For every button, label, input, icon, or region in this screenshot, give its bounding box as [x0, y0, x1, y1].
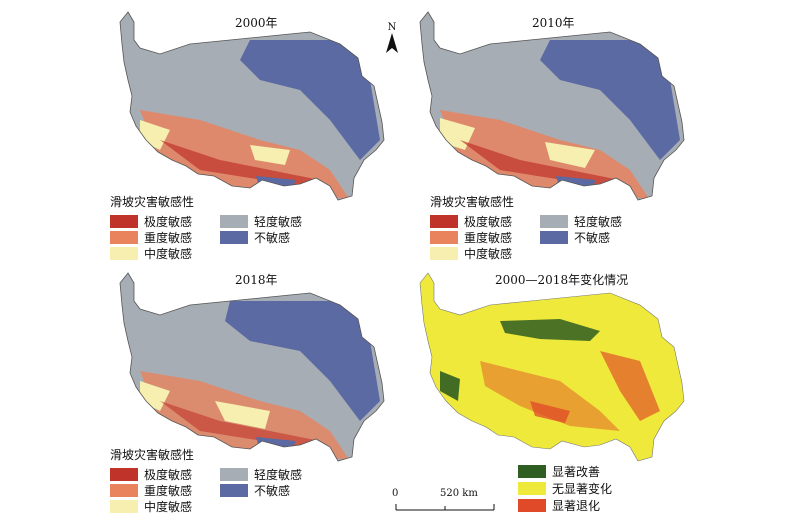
legend-label: 无显著变化	[552, 482, 613, 496]
legend-label: 重度敏感	[464, 231, 513, 245]
legend-item: 中度敏感	[430, 246, 540, 261]
legend-item: 重度敏感	[110, 483, 220, 498]
map-panel-2018: 2018年	[0, 261, 400, 522]
sensitivity-map	[119, 11, 385, 201]
legend-item: 不敏感	[220, 230, 320, 245]
scale-start: 0	[392, 488, 399, 499]
panel-title: 2000年	[235, 16, 278, 30]
swatch	[220, 468, 248, 481]
legend-title: 滑坡灾害敏感性	[110, 448, 195, 462]
north-arrow: N	[384, 22, 400, 58]
legend-label: 中度敏感	[464, 247, 513, 261]
legend-change: 显著改善 无显著变化 显著退化	[518, 464, 612, 513]
legend-item: 中度敏感	[110, 246, 220, 261]
swatch	[518, 465, 546, 478]
legend-label: 极度敏感	[144, 468, 193, 482]
legend-item: 轻度敏感	[220, 467, 320, 482]
swatch	[110, 500, 138, 513]
legend-label: 重度敏感	[144, 484, 193, 498]
legend-label: 不敏感	[574, 231, 611, 245]
legend-label: 不敏感	[254, 484, 291, 498]
legend-item: 显著退化	[518, 498, 612, 513]
legend-title: 滑坡灾害敏感性	[110, 195, 195, 209]
panel-title: 2010年	[532, 16, 575, 30]
map-panel-change: 2000—2018年变化情况	[400, 261, 800, 522]
legend-2000: 滑坡灾害敏感性 极度敏感 轻度敏感 重度敏感 不敏感 中度敏感	[110, 193, 320, 261]
swatch	[540, 215, 568, 228]
swatch	[110, 468, 138, 481]
legend-item: 重度敏感	[110, 230, 220, 245]
swatch	[110, 231, 138, 244]
legend-label: 不敏感	[254, 231, 291, 245]
swatch	[540, 231, 568, 244]
panel-title: 2018年	[235, 273, 278, 287]
legend-item: 不敏感	[540, 230, 640, 245]
map-panel-2000: 2000年	[0, 0, 400, 261]
scale-bar: 0 520 km	[390, 488, 500, 518]
legend-item: 中度敏感	[110, 499, 220, 514]
scale-end: 520 km	[440, 488, 478, 499]
swatch	[220, 231, 248, 244]
swatch	[220, 484, 248, 497]
scale-bar-graphic	[395, 504, 495, 511]
legend-label: 显著退化	[552, 499, 601, 513]
legend-label: 极度敏感	[144, 215, 193, 229]
swatch	[110, 247, 138, 260]
north-arrow-icon	[386, 33, 398, 53]
legend-label: 重度敏感	[144, 231, 193, 245]
legend-label: 轻度敏感	[254, 215, 303, 229]
legend-label: 显著改善	[552, 465, 601, 479]
swatch	[110, 484, 138, 497]
legend-item: 极度敏感	[430, 214, 540, 229]
legend-label: 极度敏感	[464, 215, 513, 229]
swatch	[430, 231, 458, 244]
legend-2018: 滑坡灾害敏感性 极度敏感 轻度敏感 重度敏感 不敏感 中度敏感	[110, 446, 320, 514]
legend-title: 滑坡灾害敏感性	[430, 195, 515, 209]
swatch	[518, 499, 546, 512]
legend-item: 重度敏感	[430, 230, 540, 245]
legend-item: 无显著变化	[518, 481, 612, 496]
legend-item: 轻度敏感	[540, 214, 640, 229]
legend-item: 极度敏感	[110, 214, 220, 229]
legend-item: 不敏感	[220, 483, 320, 498]
swatch	[220, 215, 248, 228]
legend-item: 显著改善	[518, 464, 612, 479]
change-map	[419, 272, 685, 462]
legend-label: 中度敏感	[144, 247, 193, 261]
map-panel-2010: 2010年	[400, 0, 800, 261]
panel-title: 2000—2018年变化情况	[495, 273, 629, 287]
sensitivity-map	[119, 272, 385, 462]
sensitivity-map	[419, 11, 685, 201]
swatch	[518, 482, 546, 495]
swatch	[430, 247, 458, 260]
swatch	[430, 215, 458, 228]
legend-label: 轻度敏感	[254, 468, 303, 482]
legend-2010: 滑坡灾害敏感性 极度敏感 轻度敏感 重度敏感 不敏感 中度敏感	[430, 193, 640, 261]
legend-label: 轻度敏感	[574, 215, 623, 229]
swatch	[110, 215, 138, 228]
north-label: N	[387, 22, 397, 33]
legend-item: 极度敏感	[110, 467, 220, 482]
legend-item: 轻度敏感	[220, 214, 320, 229]
legend-label: 中度敏感	[144, 500, 193, 514]
